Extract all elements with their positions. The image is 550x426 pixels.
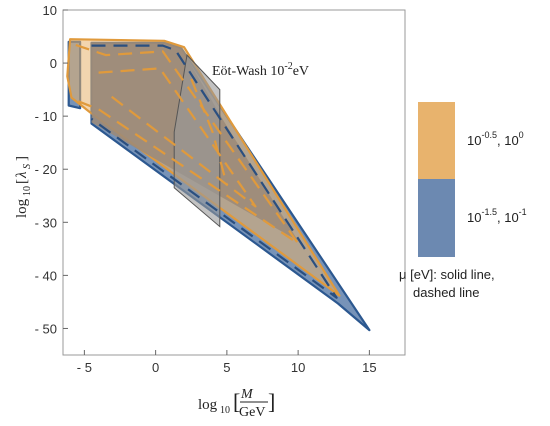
y-tick-label: - 20 (35, 162, 57, 177)
x-axis-label: log 10 [ M GeV ] (198, 387, 275, 420)
legend-swatch-orange (418, 102, 455, 179)
orange-dashed-line-4 (72, 43, 300, 245)
y-tick-label: 10 (43, 3, 57, 18)
svg-text:]: ] (14, 156, 30, 161)
x-tick-label: 15 (362, 360, 376, 375)
svg-text:Eöt-Wash 10-2eV: Eöt-Wash 10-2eV (212, 61, 309, 79)
svg-text:10: 10 (22, 186, 33, 196)
plot-border (62, 9, 406, 356)
svg-text:[: [ (14, 179, 30, 184)
y-tick-label: 0 (50, 56, 57, 71)
svg-text:λ: λ (14, 171, 30, 179)
svg-text:]: ] (268, 389, 275, 414)
y-tick-label: - 30 (35, 215, 57, 230)
legend: 10-0.5, 100 10-1.5, 10-1 μ [eV]: solid l… (399, 102, 527, 300)
y-axis-ticks: 10 0 - 10 - 20 - 30 - 40 - 50 (35, 3, 68, 336)
x-tick-label: - 5 (77, 360, 92, 375)
y-axis-label: log 10 [ λ S ] (14, 156, 33, 218)
eot-wash-annotation: Eöt-Wash 10-2eV (212, 61, 309, 79)
x-axis-ticks: - 5 0 5 10 15 (77, 350, 377, 375)
svg-text:log: log (14, 198, 30, 218)
blue-dashed-line-2 (90, 44, 338, 299)
legend-caption-line1: μ [eV]: solid line, (399, 267, 495, 282)
plot-frame (62, 9, 406, 356)
orange-dashed-line-5 (98, 67, 257, 208)
x-tick-label: 5 (223, 360, 230, 375)
y-tick-label: - 50 (35, 321, 57, 336)
y-tick-label: - 10 (35, 109, 57, 124)
svg-text:log: log (198, 397, 218, 413)
legend-orange-label: 10-0.5, 100 (467, 130, 524, 148)
orange-dashed-line-6 (190, 78, 228, 186)
legend-swatch-blue (418, 179, 455, 257)
svg-text:GeV: GeV (239, 405, 265, 420)
svg-text:M: M (240, 387, 254, 402)
svg-text:[: [ (233, 389, 240, 414)
x-tick-label: 0 (152, 360, 159, 375)
svg-text:10: 10 (220, 405, 230, 416)
chart-marks (66, 38, 371, 332)
legend-blue-label: 10-1.5, 10-1 (467, 207, 527, 225)
legend-caption-line2: dashed line (413, 285, 480, 300)
x-tick-label: 10 (291, 360, 305, 375)
svg-text:S: S (22, 164, 33, 169)
y-tick-label: - 40 (35, 268, 57, 283)
